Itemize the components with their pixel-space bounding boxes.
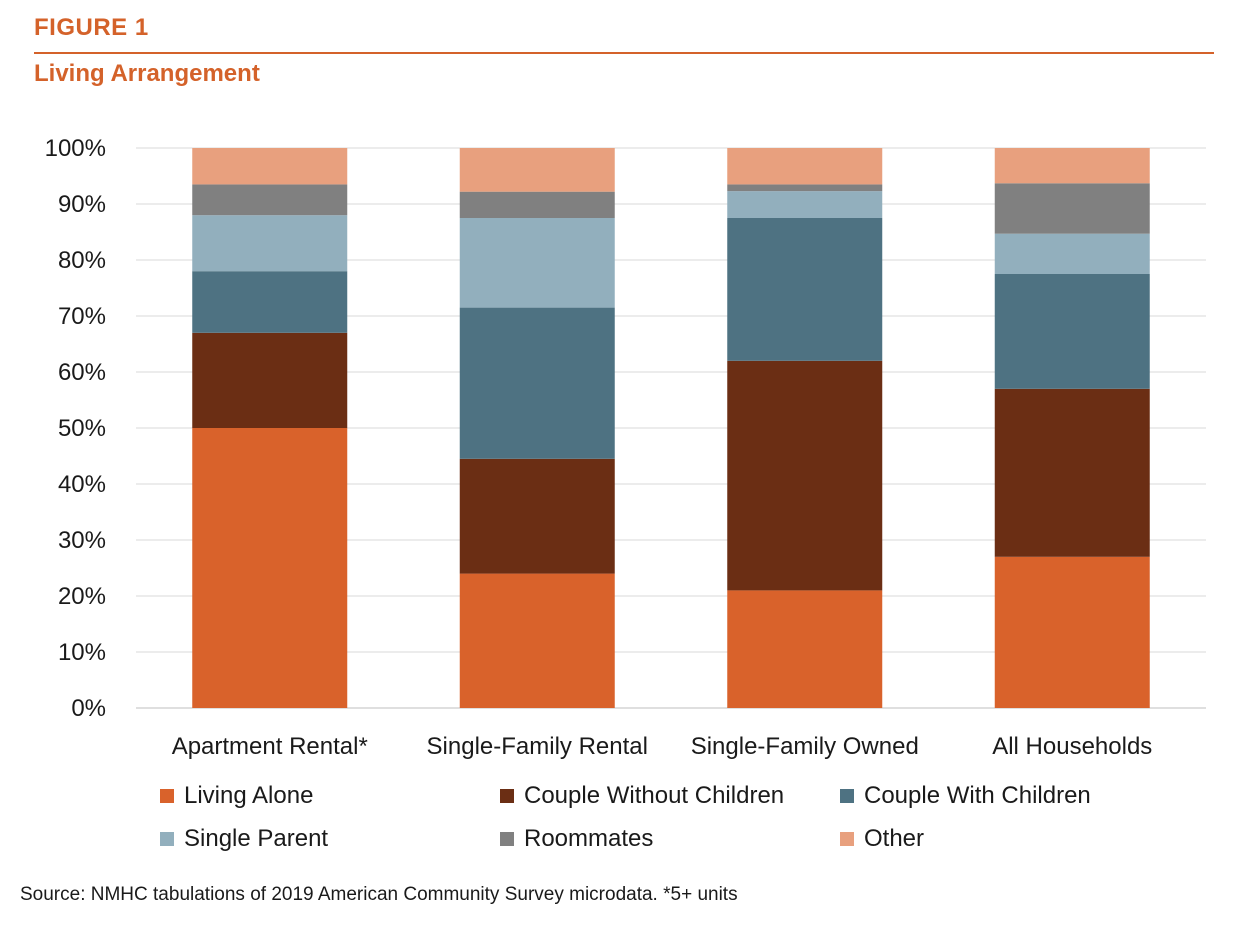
bar-segment-living-alone <box>727 590 883 708</box>
legend-swatch <box>160 832 174 846</box>
legend-swatch <box>840 832 854 846</box>
bar-segment-couple-with-children <box>192 271 348 333</box>
legend-item: Roommates <box>500 825 653 853</box>
bar-segment-single-parent <box>459 218 615 308</box>
bar-segment-couple-with-children <box>459 307 615 459</box>
bar-segment-roommates <box>192 184 348 216</box>
legend-label: Roommates <box>524 825 654 852</box>
y-tick-label: 50% <box>58 415 106 442</box>
bar-segment-other <box>459 148 615 192</box>
legend-item: Couple Without Children <box>500 782 784 810</box>
legend-label: Other <box>864 825 925 852</box>
bar-segment-couple-without-children <box>994 388 1150 557</box>
legend-label: Single Parent <box>184 825 329 852</box>
bar-segment-couple-without-children <box>192 332 348 428</box>
bar-segment-couple-with-children <box>994 274 1150 389</box>
x-tick-label: Apartment Rental* <box>172 733 368 760</box>
legend-swatch <box>500 789 514 803</box>
bar-segment-other <box>994 148 1150 184</box>
figure-label: FIGURE 1 <box>34 14 149 41</box>
stacked-bar-chart: 0% 10% 20% 30% 40% 50% 60% 70% 80% 90% 100% Apartme… <box>45 135 1206 760</box>
y-tick-label: 10% <box>58 639 106 666</box>
legend-item: Other <box>840 825 924 853</box>
legend-label: Couple With Children <box>864 782 1091 809</box>
bar-segment-living-alone <box>459 573 615 708</box>
bar-segment-couple-without-children <box>459 458 615 574</box>
y-tick-label: 40% <box>58 471 106 498</box>
bar-segment-roommates <box>459 191 615 218</box>
chart-title: Living Arrangement <box>34 60 260 87</box>
x-tick-label: All Households <box>992 733 1152 760</box>
source-note: Source: NMHC tabulations of 2019 America… <box>20 884 738 905</box>
y-tick-label: 70% <box>58 303 106 330</box>
y-tick-label: 30% <box>58 527 106 554</box>
legend-label: Couple Without Children <box>524 782 785 809</box>
title-rule <box>34 52 1214 54</box>
bar-segment-couple-with-children <box>727 218 883 361</box>
y-tick-label: 0% <box>71 695 106 722</box>
bar-segment-single-parent <box>727 191 883 218</box>
y-tick-label: 80% <box>58 247 106 274</box>
legend-swatch <box>500 832 514 846</box>
bar-segment-roommates <box>994 183 1150 234</box>
bar-segment-couple-without-children <box>727 360 883 591</box>
x-tick-label: Single-Family Owned <box>691 733 919 760</box>
y-tick-label: 100% <box>45 135 106 162</box>
y-tick-label: 90% <box>58 191 106 218</box>
legend-item: Couple With Children <box>840 782 1091 810</box>
legend-item: Living Alone <box>160 782 313 810</box>
bar-segment-other <box>727 148 883 185</box>
bar-segment-single-parent <box>192 215 348 272</box>
bar-segment-single-parent <box>994 233 1150 274</box>
x-tick-label: Single-Family Rental <box>427 733 648 760</box>
bar-segment-living-alone <box>994 556 1150 708</box>
bar-segment-other <box>192 148 348 185</box>
legend-swatch <box>840 789 854 803</box>
legend-item: Single Parent <box>160 825 328 853</box>
legend-swatch <box>160 789 174 803</box>
bar-segment-living-alone <box>192 428 348 708</box>
bar-segment-roommates <box>727 184 883 192</box>
legend-label: Living Alone <box>184 782 314 809</box>
y-tick-label: 20% <box>58 583 106 610</box>
y-tick-label: 60% <box>58 359 106 386</box>
